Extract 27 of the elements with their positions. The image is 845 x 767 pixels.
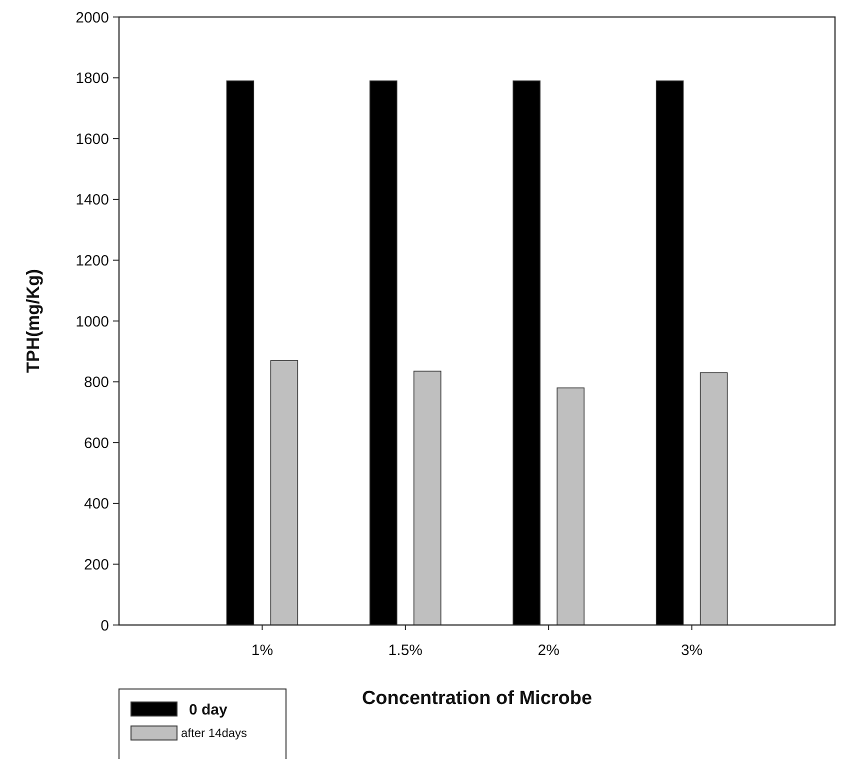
y-tick-label: 1800 xyxy=(76,70,109,88)
x-tick-label: 3% xyxy=(680,642,703,659)
y-tick-label: 400 xyxy=(84,496,109,513)
y-tick-label: 1600 xyxy=(76,130,109,148)
y-tick-label: 1000 xyxy=(76,313,109,330)
y-tick-label: 1400 xyxy=(76,192,109,209)
bar xyxy=(414,370,442,626)
legend-label: 0 day xyxy=(189,701,228,718)
bar xyxy=(556,387,584,626)
legend-label: after 14days xyxy=(181,726,248,740)
x-axis-title: Concentration of Microbe xyxy=(362,688,592,709)
y-tick-label: 200 xyxy=(84,556,109,574)
bar xyxy=(656,80,684,626)
y-tick-label: 1200 xyxy=(76,252,109,270)
y-tick-label: 0 xyxy=(100,617,109,634)
y-tick-label: 600 xyxy=(84,434,109,452)
bar xyxy=(512,80,540,626)
x-tick-label: 2% xyxy=(538,642,560,659)
x-tick-label: 1.5% xyxy=(388,642,422,659)
bar xyxy=(270,360,298,626)
bar xyxy=(700,372,728,626)
bar xyxy=(370,80,398,626)
y-tick-label: 2000 xyxy=(76,9,109,26)
x-tick-label: 1% xyxy=(251,642,274,659)
y-tick-label: 800 xyxy=(84,374,109,392)
y-axis-title: TPH(mg/Kg) xyxy=(23,269,43,373)
bar xyxy=(226,80,254,626)
